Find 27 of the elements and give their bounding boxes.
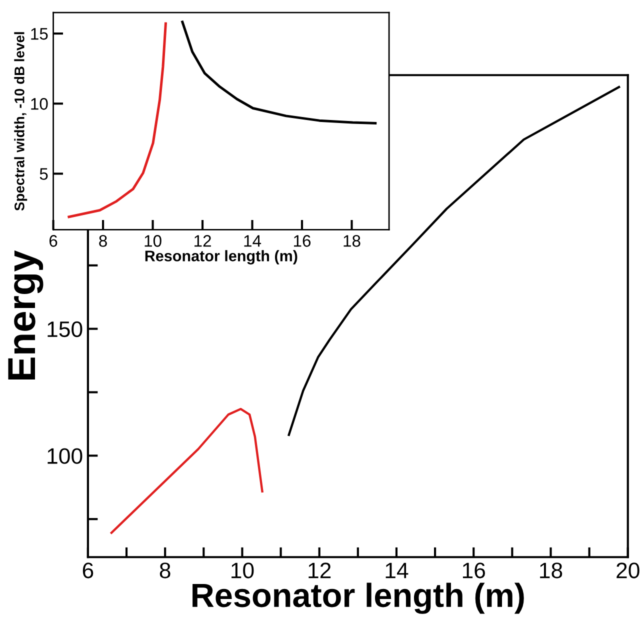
x-tick-label: 14 — [386, 562, 408, 578]
y-tick-label: 150 — [48, 321, 82, 338]
y-tick-label: 10 — [31, 98, 48, 110]
x-tick-label: 18 — [540, 562, 562, 578]
x-tick-label: 6 — [50, 235, 58, 247]
y-tick-label: 15 — [31, 28, 48, 40]
x-tick-label: 8 — [99, 235, 107, 247]
y-axis-title: Energy — [8, 250, 44, 380]
line-series — [68, 22, 167, 218]
x-tick-label: 12 — [308, 562, 331, 578]
x-tick-label: 16 — [294, 235, 311, 247]
y-axis-title: Spectral width, -10 dB level — [14, 32, 28, 211]
x-tick-label: 6 — [82, 562, 94, 578]
y-tick-label: 100 — [48, 448, 82, 464]
x-tick-label: 8 — [160, 562, 170, 578]
x-tick-label: 18 — [344, 235, 360, 247]
x-axis-title: Resonator length (m) — [192, 582, 524, 614]
line-series — [181, 20, 377, 124]
y-tick-label: 5 — [40, 168, 48, 180]
x-tick-label: 10 — [232, 562, 254, 578]
x-tick-label: 20 — [616, 562, 640, 578]
x-tick-label: 16 — [462, 562, 485, 578]
line-series — [110, 408, 264, 534]
x-tick-label: 12 — [194, 235, 211, 247]
x-tick-label: 14 — [244, 235, 262, 247]
x-axis-title: Resonator length (m) — [145, 250, 298, 264]
x-tick-label: 10 — [144, 235, 162, 247]
